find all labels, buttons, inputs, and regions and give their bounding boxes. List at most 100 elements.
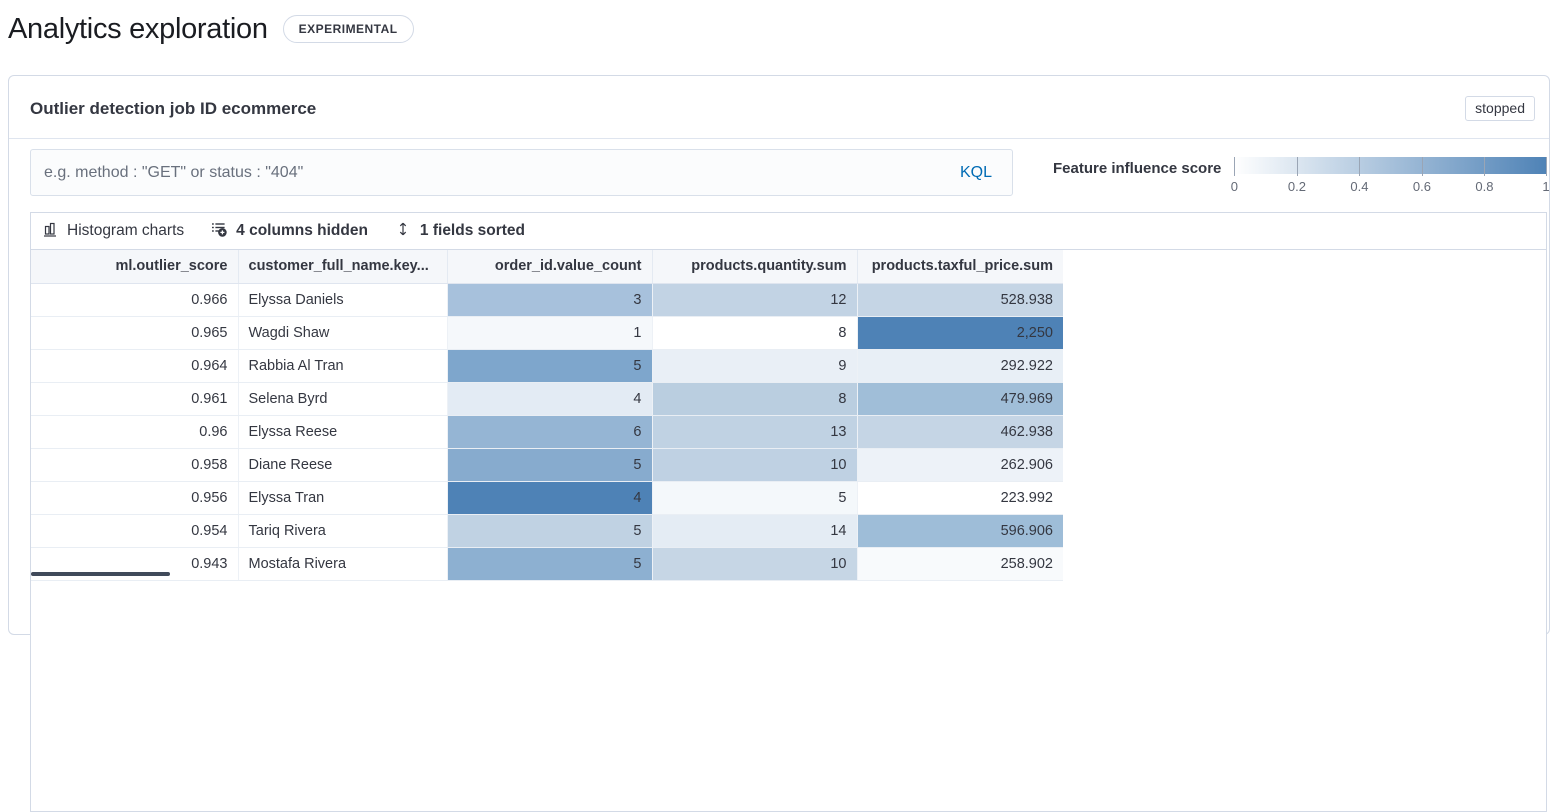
table-header-row: ml.outlier_score customer_full_name.key.… — [31, 250, 1063, 284]
grid-cell[interactable]: 462.938 — [857, 415, 1063, 449]
grid-cell[interactable]: 8 — [652, 382, 858, 416]
grid-cell[interactable]: 0.958 — [31, 448, 239, 482]
page-title: Analytics exploration — [8, 12, 268, 45]
column-selector-icon — [211, 221, 227, 242]
table-row: 0.96 Elyssa Reese 6 13 462.938 — [31, 415, 1063, 449]
grid-cell[interactable]: 528.938 — [857, 283, 1063, 317]
grid-cell[interactable]: Elyssa Reese — [238, 415, 448, 449]
table-row: 0.954 Tariq Rivera 5 14 596.906 — [31, 514, 1063, 548]
job-status-badge: stopped — [1465, 96, 1535, 121]
table-row: 0.964 Rabbia Al Tran 5 9 292.922 — [31, 349, 1063, 383]
grid-cell[interactable]: Wagdi Shaw — [238, 316, 448, 350]
controls-row: KQL Feature influence score 0 0.2 0.4 0.… — [9, 139, 1550, 196]
column-header-quantity-sum[interactable]: products.quantity.sum — [652, 250, 858, 284]
grid-cell[interactable]: 258.902 — [857, 547, 1063, 581]
grid-cell[interactable]: 10 — [652, 448, 858, 482]
grid-cell[interactable]: 479.969 — [857, 382, 1063, 416]
fields-sorted-button[interactable]: 1 fields sorted — [395, 221, 525, 242]
legend-tick — [1359, 157, 1361, 176]
search-input[interactable] — [31, 150, 940, 195]
table-row: 0.965 Wagdi Shaw 1 8 2,250 — [31, 316, 1063, 350]
grid-cell[interactable]: 5 — [447, 514, 653, 548]
grid-cell[interactable]: 0.961 — [31, 382, 239, 416]
legend-scale: 0 0.2 0.4 0.6 0.8 1 — [1230, 157, 1550, 194]
legend-tick-label: 0.8 — [1475, 179, 1494, 194]
histogram-icon — [42, 221, 58, 242]
data-grid: Histogram charts 4 columns hidden — [30, 212, 1547, 812]
fields-sorted-label: 1 fields sorted — [419, 222, 526, 239]
grid-cell[interactable]: 8 — [652, 316, 858, 350]
grid-cell[interactable]: 0.954 — [31, 514, 239, 548]
grid-cell[interactable]: 1 — [447, 316, 653, 350]
grid-cell[interactable]: Elyssa Daniels — [238, 283, 448, 317]
analytics-panel: Outlier detection job ID ecommerce stopp… — [8, 75, 1550, 812]
feature-influence-legend: Feature influence score 0 0.2 0.4 0.6 0.… — [1053, 149, 1550, 194]
grid-cell[interactable]: Diane Reese — [238, 448, 448, 482]
histogram-charts-button[interactable]: Histogram charts — [42, 221, 184, 242]
grid-cell[interactable]: 0.965 — [31, 316, 239, 350]
legend-tick-label: 0.2 — [1287, 179, 1306, 194]
kql-language-button[interactable]: KQL — [940, 164, 1012, 182]
table-row: 0.966 Elyssa Daniels 3 12 528.938 — [31, 283, 1063, 317]
grid-cell[interactable]: 13 — [652, 415, 858, 449]
column-header-order-count[interactable]: order_id.value_count — [447, 250, 653, 284]
legend-tick-label: 1 — [1542, 179, 1550, 194]
table-row: 0.961 Selena Byrd 4 8 479.969 — [31, 382, 1063, 416]
grid-cell[interactable]: 292.922 — [857, 349, 1063, 383]
grid-cell[interactable]: Selena Byrd — [238, 382, 448, 416]
grid-cell[interactable]: 12 — [652, 283, 858, 317]
grid-cell[interactable]: Elyssa Tran — [238, 481, 448, 515]
grid-cell[interactable]: Mostafa Rivera — [238, 547, 448, 581]
histogram-charts-label: Histogram charts — [67, 222, 185, 239]
grid-cell[interactable]: 5 — [652, 481, 858, 515]
columns-hidden-button[interactable]: 4 columns hidden — [211, 221, 368, 242]
grid-cell[interactable]: 262.906 — [857, 448, 1063, 482]
grid-cell[interactable]: 5 — [447, 448, 653, 482]
panel-header: Outlier detection job ID ecommerce stopp… — [9, 76, 1549, 139]
experimental-badge: EXPERIMENTAL — [282, 15, 414, 43]
grid-cell[interactable]: 5 — [447, 349, 653, 383]
legend-tick — [1234, 157, 1236, 176]
grid-cell[interactable]: 0.964 — [31, 349, 239, 383]
grid-cell[interactable]: 0.966 — [31, 283, 239, 317]
legend-tick — [1296, 157, 1298, 176]
grid-cell[interactable]: Rabbia Al Tran — [238, 349, 448, 383]
legend-tick — [1484, 157, 1486, 176]
grid-cell[interactable]: 0.96 — [31, 415, 239, 449]
legend-label: Feature influence score — [1053, 160, 1222, 177]
grid-cell[interactable]: 9 — [652, 349, 858, 383]
column-header-outlier-score[interactable]: ml.outlier_score — [31, 250, 239, 284]
grid-cell[interactable]: 5 — [447, 547, 653, 581]
search-bar: KQL — [30, 149, 1013, 196]
legend-tick-label: 0 — [1230, 179, 1239, 194]
grid-cell[interactable]: Tariq Rivera — [238, 514, 448, 548]
horizontal-scrollbar-thumb[interactable] — [31, 572, 170, 576]
legend-tick-labels: 0 0.2 0.4 0.6 0.8 1 — [1230, 179, 1550, 194]
legend-tick — [1421, 157, 1423, 176]
grid-cell[interactable]: 4 — [447, 382, 653, 416]
grid-cell[interactable]: 596.906 — [857, 514, 1063, 548]
table-body: 0.966 Elyssa Daniels 3 12 528.938 0.965 Wagdi … — [31, 283, 1063, 581]
table-row: 0.943 Mostafa Rivera 5 10 258.902 — [31, 547, 1063, 581]
column-header-taxful-price-sum[interactable]: products.taxful_price.sum — [857, 250, 1063, 284]
grid-cell[interactable]: 223.992 — [857, 481, 1063, 515]
table-row: 0.958 Diane Reese 5 10 262.906 — [31, 448, 1063, 482]
grid-cell[interactable]: 6 — [447, 415, 653, 449]
columns-hidden-label: 4 columns hidden — [236, 222, 368, 239]
page-header: Analytics exploration EXPERIMENTAL — [0, 0, 1558, 54]
job-title: Outlier detection job ID ecommerce — [30, 98, 317, 118]
legend-tick-label: 0.6 — [1412, 179, 1431, 194]
table-row: 0.956 Elyssa Tran 4 5 223.992 — [31, 481, 1063, 515]
results-table: ml.outlier_score customer_full_name.key.… — [31, 250, 1063, 581]
column-header-customer-name[interactable]: customer_full_name.key... — [238, 250, 448, 284]
grid-cell[interactable]: 14 — [652, 514, 858, 548]
grid-cell[interactable]: 10 — [652, 547, 858, 581]
grid-cell[interactable]: 3 — [447, 283, 653, 317]
legend-tick-label: 0.4 — [1350, 179, 1369, 194]
grid-toolbar: Histogram charts 4 columns hidden — [31, 213, 1546, 250]
grid-cell[interactable]: 2,250 — [857, 316, 1063, 350]
grid-cell[interactable]: 4 — [447, 481, 653, 515]
legend-tick — [1546, 157, 1547, 176]
legend-gradient-bar — [1234, 157, 1547, 174]
grid-cell[interactable]: 0.956 — [31, 481, 239, 515]
